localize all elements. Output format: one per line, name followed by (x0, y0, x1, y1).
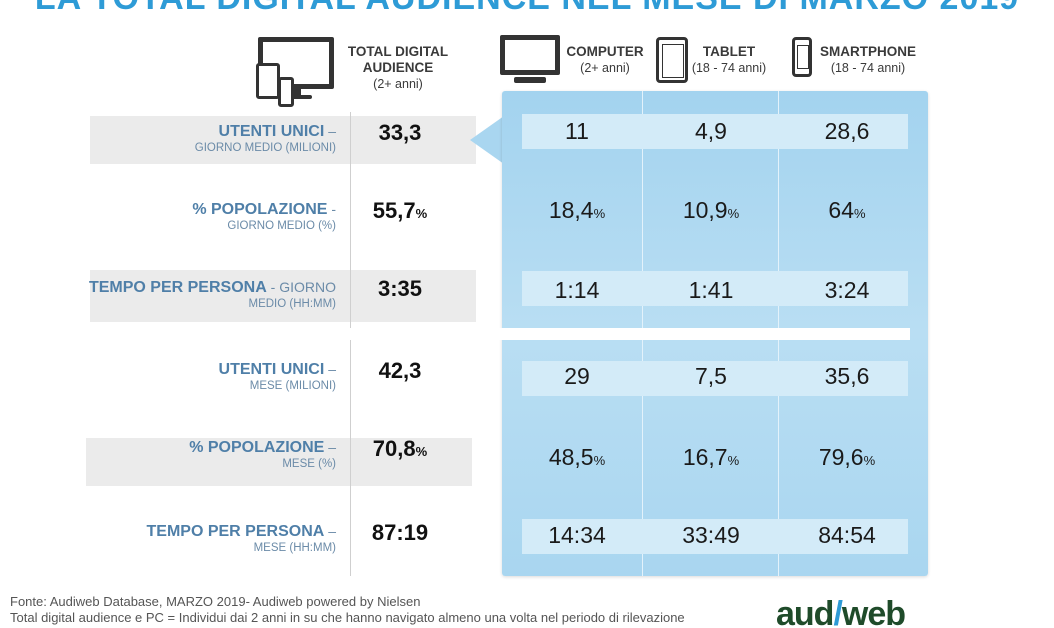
total-value: 55,7% (372, 198, 428, 223)
row-label-main: TEMPO PER PERSONA - GIORNO (88, 279, 336, 296)
row-label-sub: MEDIO (HH:MM) (248, 298, 336, 310)
audiweb-logo: aud/web (776, 595, 906, 628)
computer-icon (500, 35, 560, 85)
total-value: 42,3 (378, 358, 422, 383)
row-label-main: UTENTI UNICI – (218, 123, 336, 140)
tablet-icon (656, 37, 688, 83)
devices-icon (256, 37, 334, 107)
tablet-value: 33:49 (682, 522, 740, 548)
smartphone-value: 64% (828, 197, 866, 223)
callout-pointer (470, 116, 504, 164)
row-label-sub: GIORNO MEDIO (MILIONI) (194, 142, 336, 154)
column-divider (350, 112, 351, 576)
row-band (90, 116, 476, 164)
total-value: 70,8% (372, 436, 428, 461)
section-divider (88, 328, 910, 340)
header-computer: COMPUTER (2+ anni) (566, 44, 644, 75)
definition-note: Total digital audience e PC = Individui … (10, 610, 685, 625)
row-band (90, 270, 476, 322)
row-label-main: UTENTI UNICI – (218, 361, 336, 378)
smartphone-value: 79,6% (818, 444, 876, 470)
computer-value: 48,5% (548, 444, 606, 470)
smartphone-value: 28,6 (824, 118, 870, 144)
total-value: 3:35 (377, 276, 423, 301)
tablet-value: 1:41 (688, 277, 734, 303)
computer-value: 11 (565, 118, 589, 144)
tablet-value: 16,7% (682, 444, 740, 470)
total-value: 33,3 (378, 120, 422, 145)
row-label: UTENTI UNICI – GIORNO MEDIO (MILIONI) (6, 122, 336, 155)
total-value: 87:19 (371, 520, 429, 545)
source-note: Fonte: Audiweb Database, MARZO 2019- Aud… (10, 594, 421, 609)
row-label: % POPOLAZIONE - GIORNO MEDIO (%) (6, 200, 336, 233)
computer-value: 1:14 (554, 277, 600, 303)
smartphone-value: 84:54 (818, 522, 876, 548)
page-title: LA TOTAL DIGITAL AUDIENCE NEL MESE DI MA… (0, 0, 1054, 18)
row-label: TEMPO PER PERSONA – MESE (HH:MM) (6, 522, 337, 555)
row-label-main: TEMPO PER PERSONA – (146, 523, 337, 540)
computer-value: 18,4% (548, 197, 606, 223)
row-label-sub: MESE (HH:MM) (253, 542, 336, 554)
tablet-value: 7,5 (695, 363, 727, 389)
row-label-main: % POPOLAZIONE – (189, 439, 336, 456)
header-total: TOTAL DIGITAL AUDIENCE (2+ anni) (347, 44, 449, 91)
smartphone-icon (792, 37, 812, 77)
row-label: % POPOLAZIONE – MESE (%) (6, 438, 336, 471)
tablet-value: 10,9% (682, 197, 740, 223)
row-label: TEMPO PER PERSONA - GIORNO MEDIO (HH:MM) (6, 278, 336, 311)
row-band (86, 438, 472, 486)
row-label-sub: GIORNO MEDIO (%) (227, 220, 336, 232)
row-label-main: % POPOLAZIONE - (192, 201, 336, 218)
row-label-sub: MESE (MILIONI) (249, 380, 336, 392)
computer-value: 14:34 (548, 522, 606, 548)
tablet-value: 4,9 (695, 118, 727, 144)
smartphone-value: 3:24 (824, 277, 870, 303)
header-smartphone: SMARTPHONE (18 - 74 anni) (819, 44, 916, 75)
computer-value: 29 (564, 363, 590, 389)
header-tablet: TABLET (18 - 74 anni) (691, 44, 767, 75)
row-label-sub: MESE (%) (282, 458, 336, 470)
row-label: UTENTI UNICI – MESE (MILIONI) (6, 360, 336, 393)
smartphone-value: 35,6 (824, 363, 870, 389)
